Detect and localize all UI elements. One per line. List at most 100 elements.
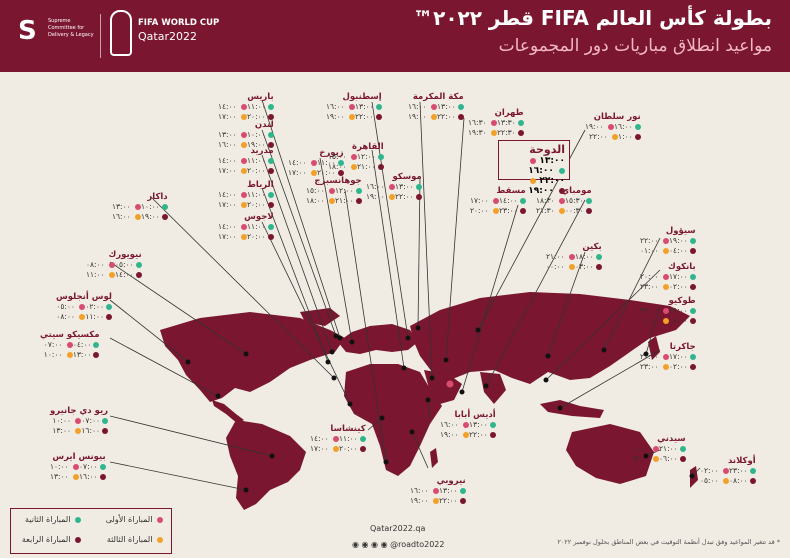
time-match4: ١٣:٠٠ bbox=[52, 426, 72, 435]
time-match1: ١٩:٠٠ bbox=[669, 306, 688, 315]
city-name: لاجوس bbox=[244, 212, 274, 222]
time-match1: ١١:٠٠ bbox=[247, 222, 266, 231]
times-row-1: ١٦:٠٠ ١٩:٠٠ bbox=[585, 122, 641, 132]
doha-time-1: ١٣:٠٠ bbox=[539, 156, 565, 166]
time-match2: ١٣:٠٠ bbox=[112, 202, 131, 211]
times-row-2: ٢٢:٠٠ ١٩:٠٠ bbox=[326, 112, 382, 122]
match4-dot-icon bbox=[489, 432, 496, 438]
australia-shape bbox=[566, 424, 654, 484]
social-handle[interactable]: ◉ ◉ ◉ ◉ @roadto2022 bbox=[352, 540, 444, 549]
time-match3: ١٤:٠٠ bbox=[115, 270, 134, 279]
match2-dot-icon bbox=[102, 418, 109, 424]
time-match2: ٠٨:٠٠ bbox=[86, 260, 105, 269]
time-match2: ١٨:٣٠ bbox=[536, 196, 555, 205]
times-row-2: ١٩:٠٠ ١٦:٠٠ bbox=[218, 140, 274, 150]
city-label: سيؤول ١٩:٠٠ ٢٢:٠٠ ٠٤:٠٠ ٠١:٠٠ bbox=[640, 226, 696, 256]
match2-dot-icon bbox=[749, 468, 756, 474]
match3-dot-icon bbox=[241, 234, 248, 240]
times-row-1: ١٣:٣٠ ١٦:٣٠ bbox=[468, 118, 524, 128]
page-title: بطولة كأس العالم FIFA قطر ٢٠٢٢™ bbox=[413, 6, 772, 30]
time-match4: ٠٣:٠٠ bbox=[630, 454, 649, 463]
match1-dot-icon bbox=[491, 120, 498, 126]
times-row-2: ٠٤:٠٠ ٠١:٠٠ bbox=[640, 246, 696, 256]
times-row-2: ١١:٠٠ ٠٨:٠٠ bbox=[56, 312, 112, 322]
time-match1: ١٨:٠٠ bbox=[575, 252, 594, 261]
match4-dot-icon bbox=[689, 318, 696, 324]
city-name: أوكلاند bbox=[727, 456, 756, 466]
match3-dot-icon bbox=[433, 498, 440, 504]
match3-dot-icon bbox=[663, 248, 670, 254]
match1-dot-icon bbox=[723, 468, 730, 474]
times-row-2: ٢١:٠٠ ١٨:٠٠ bbox=[328, 162, 384, 172]
time-match4: ١٨:٠٠ bbox=[306, 196, 325, 205]
time-match2: ١٦:٠٠ bbox=[410, 486, 429, 495]
city-name: طهران bbox=[494, 108, 524, 118]
match1-dot-icon bbox=[569, 254, 576, 260]
time-match3: ٠٠:٣٠ bbox=[565, 206, 584, 215]
city-label: طهران ١٣:٣٠ ١٦:٣٠ ٢٢:٣٠ ١٩:٣٠ bbox=[468, 108, 524, 138]
connector-lines bbox=[109, 99, 701, 491]
match1-dot-icon bbox=[241, 192, 248, 198]
match4-dot-icon bbox=[457, 114, 464, 120]
match2-dot-icon bbox=[267, 158, 274, 164]
time-match4: ١٩:٠٠ bbox=[326, 112, 345, 121]
time-match1: ١٥:٣٠ bbox=[565, 196, 584, 205]
time-match2: ١٧:٠٠ bbox=[470, 196, 489, 205]
doha-row2: ٢٢:٠٠ ١٩:٠٠ bbox=[503, 176, 565, 196]
city-name: نور سلطان bbox=[593, 112, 641, 122]
match4-dot-icon bbox=[519, 208, 526, 214]
match4-dot-icon bbox=[267, 234, 274, 240]
time-match3: ٢٢:٠٠ bbox=[439, 496, 458, 505]
header-banner: S Supreme Committee for Delivery & Legac… bbox=[0, 0, 790, 72]
legend-label-match2: المباراة الثانية bbox=[25, 515, 71, 524]
time-match1: ١٦:٠٠ bbox=[614, 122, 633, 131]
time-match4: ١٩:٠٠ bbox=[440, 430, 459, 439]
city-markers bbox=[185, 325, 695, 493]
times-row-2: ٢٠:٠٠ ١٧:٠٠ bbox=[310, 444, 366, 454]
match4-dot-icon bbox=[689, 284, 696, 290]
city-name: سيدني bbox=[657, 434, 686, 444]
match1-dot-icon bbox=[157, 516, 163, 523]
times-row-1: ١٥:٣٠ ١٨:٣٠ bbox=[536, 196, 592, 206]
time-match2: ١٤:٠٠ bbox=[310, 434, 329, 443]
match3-dot-icon bbox=[311, 170, 318, 176]
match1-dot-icon bbox=[559, 198, 566, 204]
times-row-2: ٢٣:٠٠ ٢٠:٠٠ bbox=[470, 206, 526, 216]
times-row-1: ١٣:٠٠ ١٦:٠٠ bbox=[440, 420, 496, 430]
city-name: بانكوك bbox=[668, 262, 696, 272]
match2-dot-icon bbox=[585, 198, 592, 204]
match4-dot-icon bbox=[689, 364, 696, 370]
continents bbox=[160, 292, 698, 510]
time-match1: ١٠:٠٠ bbox=[141, 202, 160, 211]
time-match4: ١٩:٠٠ bbox=[410, 496, 429, 505]
city-name: زيورخ bbox=[319, 148, 344, 158]
central-america-shape bbox=[212, 400, 244, 424]
time-match1: ١٩:٠٠ bbox=[669, 236, 688, 245]
city-label: مسقط ١٤:٠٠ ١٧:٠٠ ٢٣:٠٠ ٢٠:٠٠ bbox=[470, 186, 526, 216]
city-label: مومباي ١٥:٣٠ ١٨:٣٠ ٠٠:٣٠ ٢١:٣٠ bbox=[536, 186, 592, 216]
time-match3: ٢٠:٠٠ bbox=[247, 200, 266, 209]
match4-dot-icon bbox=[135, 272, 142, 278]
asia-shape bbox=[410, 292, 690, 384]
time-match4: ١٧:٠٠ bbox=[218, 232, 237, 241]
times-row-1: ١٧:٠٠ ٢٠:٠٠ bbox=[640, 272, 696, 282]
city-label: نيروبي ١٣:٠٠ ١٦:٠٠ ٢٢:٠٠ ١٩:٠٠ bbox=[410, 476, 466, 506]
time-match3: ١٩:٠٠ bbox=[141, 212, 160, 221]
city-label: ريو دي جانيرو ٠٧:٠٠ ١٠:٠٠ ١٦:٠٠ ١٣:٠٠ bbox=[50, 406, 109, 436]
times-row-1: ١٣:٠٠ ١٦:٠٠ bbox=[408, 102, 464, 112]
time-match2: ١٤:٠٠ bbox=[218, 156, 237, 165]
match3-dot-icon bbox=[241, 114, 248, 120]
time-match4: ٢١:٣٠ bbox=[536, 206, 555, 215]
match2-dot-icon bbox=[517, 120, 524, 126]
match1-dot-icon bbox=[73, 464, 80, 470]
doha-time-4: ١٩:٠٠ bbox=[528, 186, 554, 196]
match3-dot-icon bbox=[73, 474, 80, 480]
match1-dot-icon bbox=[241, 104, 248, 110]
times-row-1: ١١:٠٠ ١٤:٠٠ bbox=[218, 190, 274, 200]
times-row-1: ١١:٠٠ ١٤:٠٠ bbox=[218, 222, 274, 232]
match3-dot-icon bbox=[569, 264, 576, 270]
time-match3: ١٩:٠٠ bbox=[247, 140, 266, 149]
time-match2: ١٤:٠٠ bbox=[218, 190, 237, 199]
website-link[interactable]: Qatar2022.qa bbox=[370, 524, 426, 533]
time-match1: ٠٧:٠٠ bbox=[79, 462, 98, 471]
